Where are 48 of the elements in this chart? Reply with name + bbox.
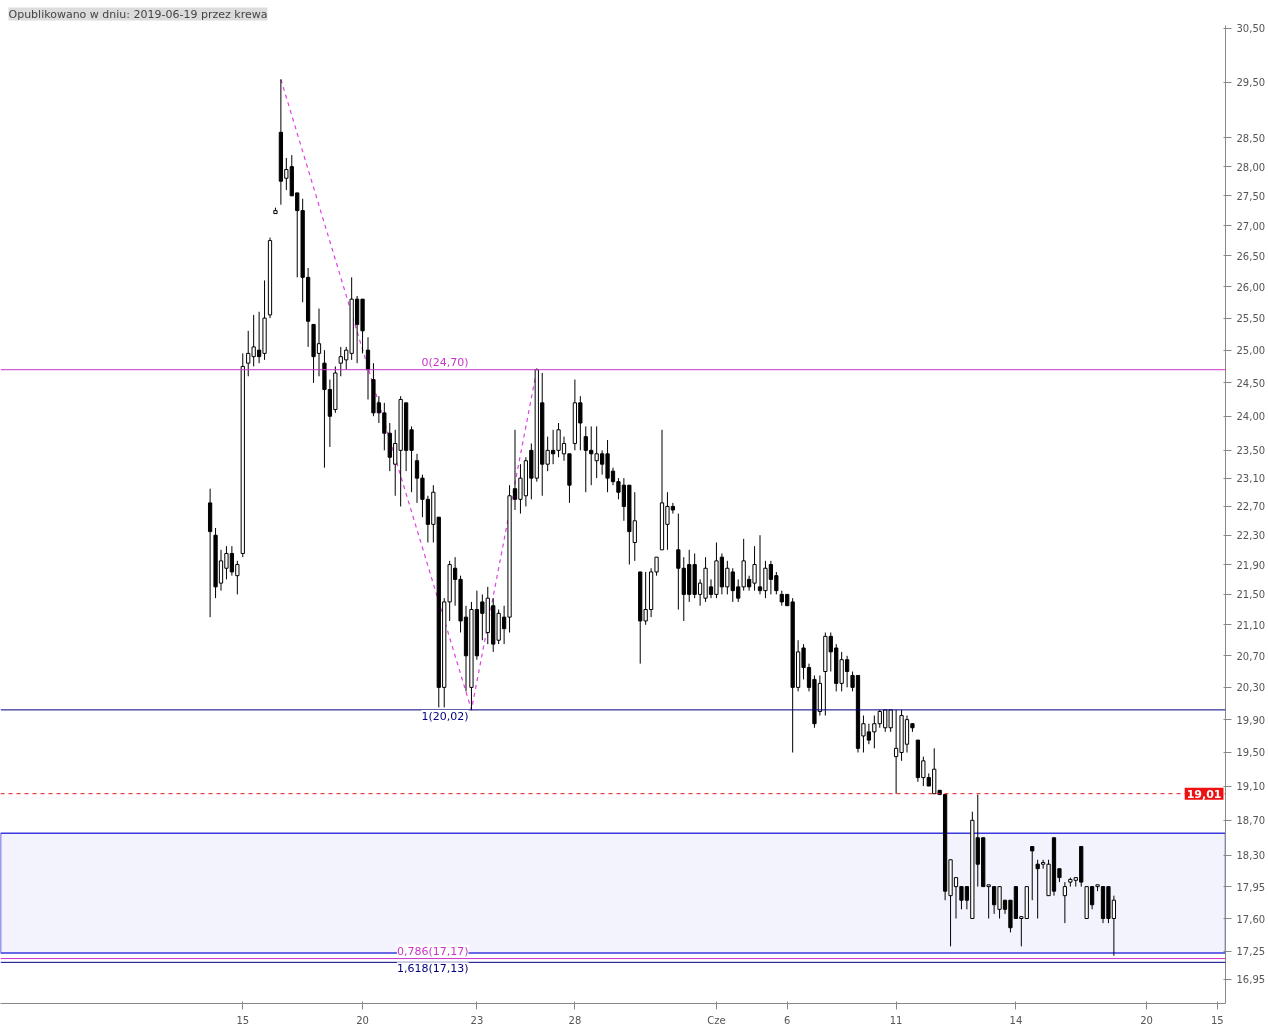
ref-line-label: 0,786(17,17) [396,944,469,958]
y-tick-label: 24,50 [1236,377,1266,389]
ref-line-label: 0(24,70) [421,355,469,369]
y-tick-label: 19,10 [1236,781,1266,793]
x-tick-label: 28 [568,1014,582,1026]
y-tick-label: 21,10 [1236,619,1266,631]
y-tick-label: 20,70 [1236,650,1266,662]
y-tick-label: 22,70 [1236,501,1266,513]
chart-title: Opublikowano w dniu: 2019-06-19 przez krewa [8,7,268,21]
y-tick-label: 23,50 [1236,445,1266,457]
y-tick-label: 20,30 [1236,682,1266,694]
y-tick-label: 18,70 [1236,815,1266,827]
y-tick-label: 19,50 [1236,747,1266,759]
y-tick-label: 25,00 [1236,345,1266,357]
x-tick-label: 11 [889,1014,903,1026]
y-tick-label: 21,90 [1236,559,1266,571]
candlestick [1062,881,1068,924]
y-tick-label: 26,00 [1236,281,1266,293]
y-tick-label: 29,50 [1236,77,1266,89]
candlestick [1030,846,1035,901]
x-tick-label: 23 [470,1014,484,1026]
y-tick-label: 28,50 [1236,132,1266,144]
y-tick-label: 23,10 [1236,473,1266,485]
x-tick-label: 15 [236,1014,250,1026]
ref-line-label: 1,618(17,13) [396,962,469,976]
y-tick-label: 22,30 [1236,530,1266,542]
x-tick-label: 20 [356,1014,369,1026]
y-tick-label: 27,50 [1236,190,1266,202]
y-tick-label: 26,50 [1236,250,1266,262]
y-tick-label: 30,50 [1236,23,1266,35]
y-tick-label: 16,95 [1236,974,1266,986]
y-tick-label: 25,50 [1236,313,1266,325]
y-tick-label: 18,30 [1236,850,1266,862]
y-tick-label: 21,50 [1236,589,1266,601]
x-tick-label: 15 [1210,1014,1224,1026]
y-tick-label: 19,90 [1236,714,1266,726]
y-tick-label: 17,95 [1236,881,1266,893]
y-tick-label: 17,25 [1236,946,1266,958]
y-tick-label: 28,00 [1236,161,1266,173]
y-tick-label: 27,00 [1236,220,1266,232]
x-tick-label: 14 [1009,1014,1023,1026]
y-tick-label: 24,00 [1236,411,1266,423]
ref-line-label: 19,01 [1186,787,1222,801]
y-tick-label: 17,60 [1236,913,1266,925]
x-tick-label: 20 [1140,1014,1153,1026]
x-tick-label: 6 [784,1014,791,1026]
x-tick-label: Cze [707,1014,726,1026]
ref-line-label: 1(20,02) [421,709,469,723]
